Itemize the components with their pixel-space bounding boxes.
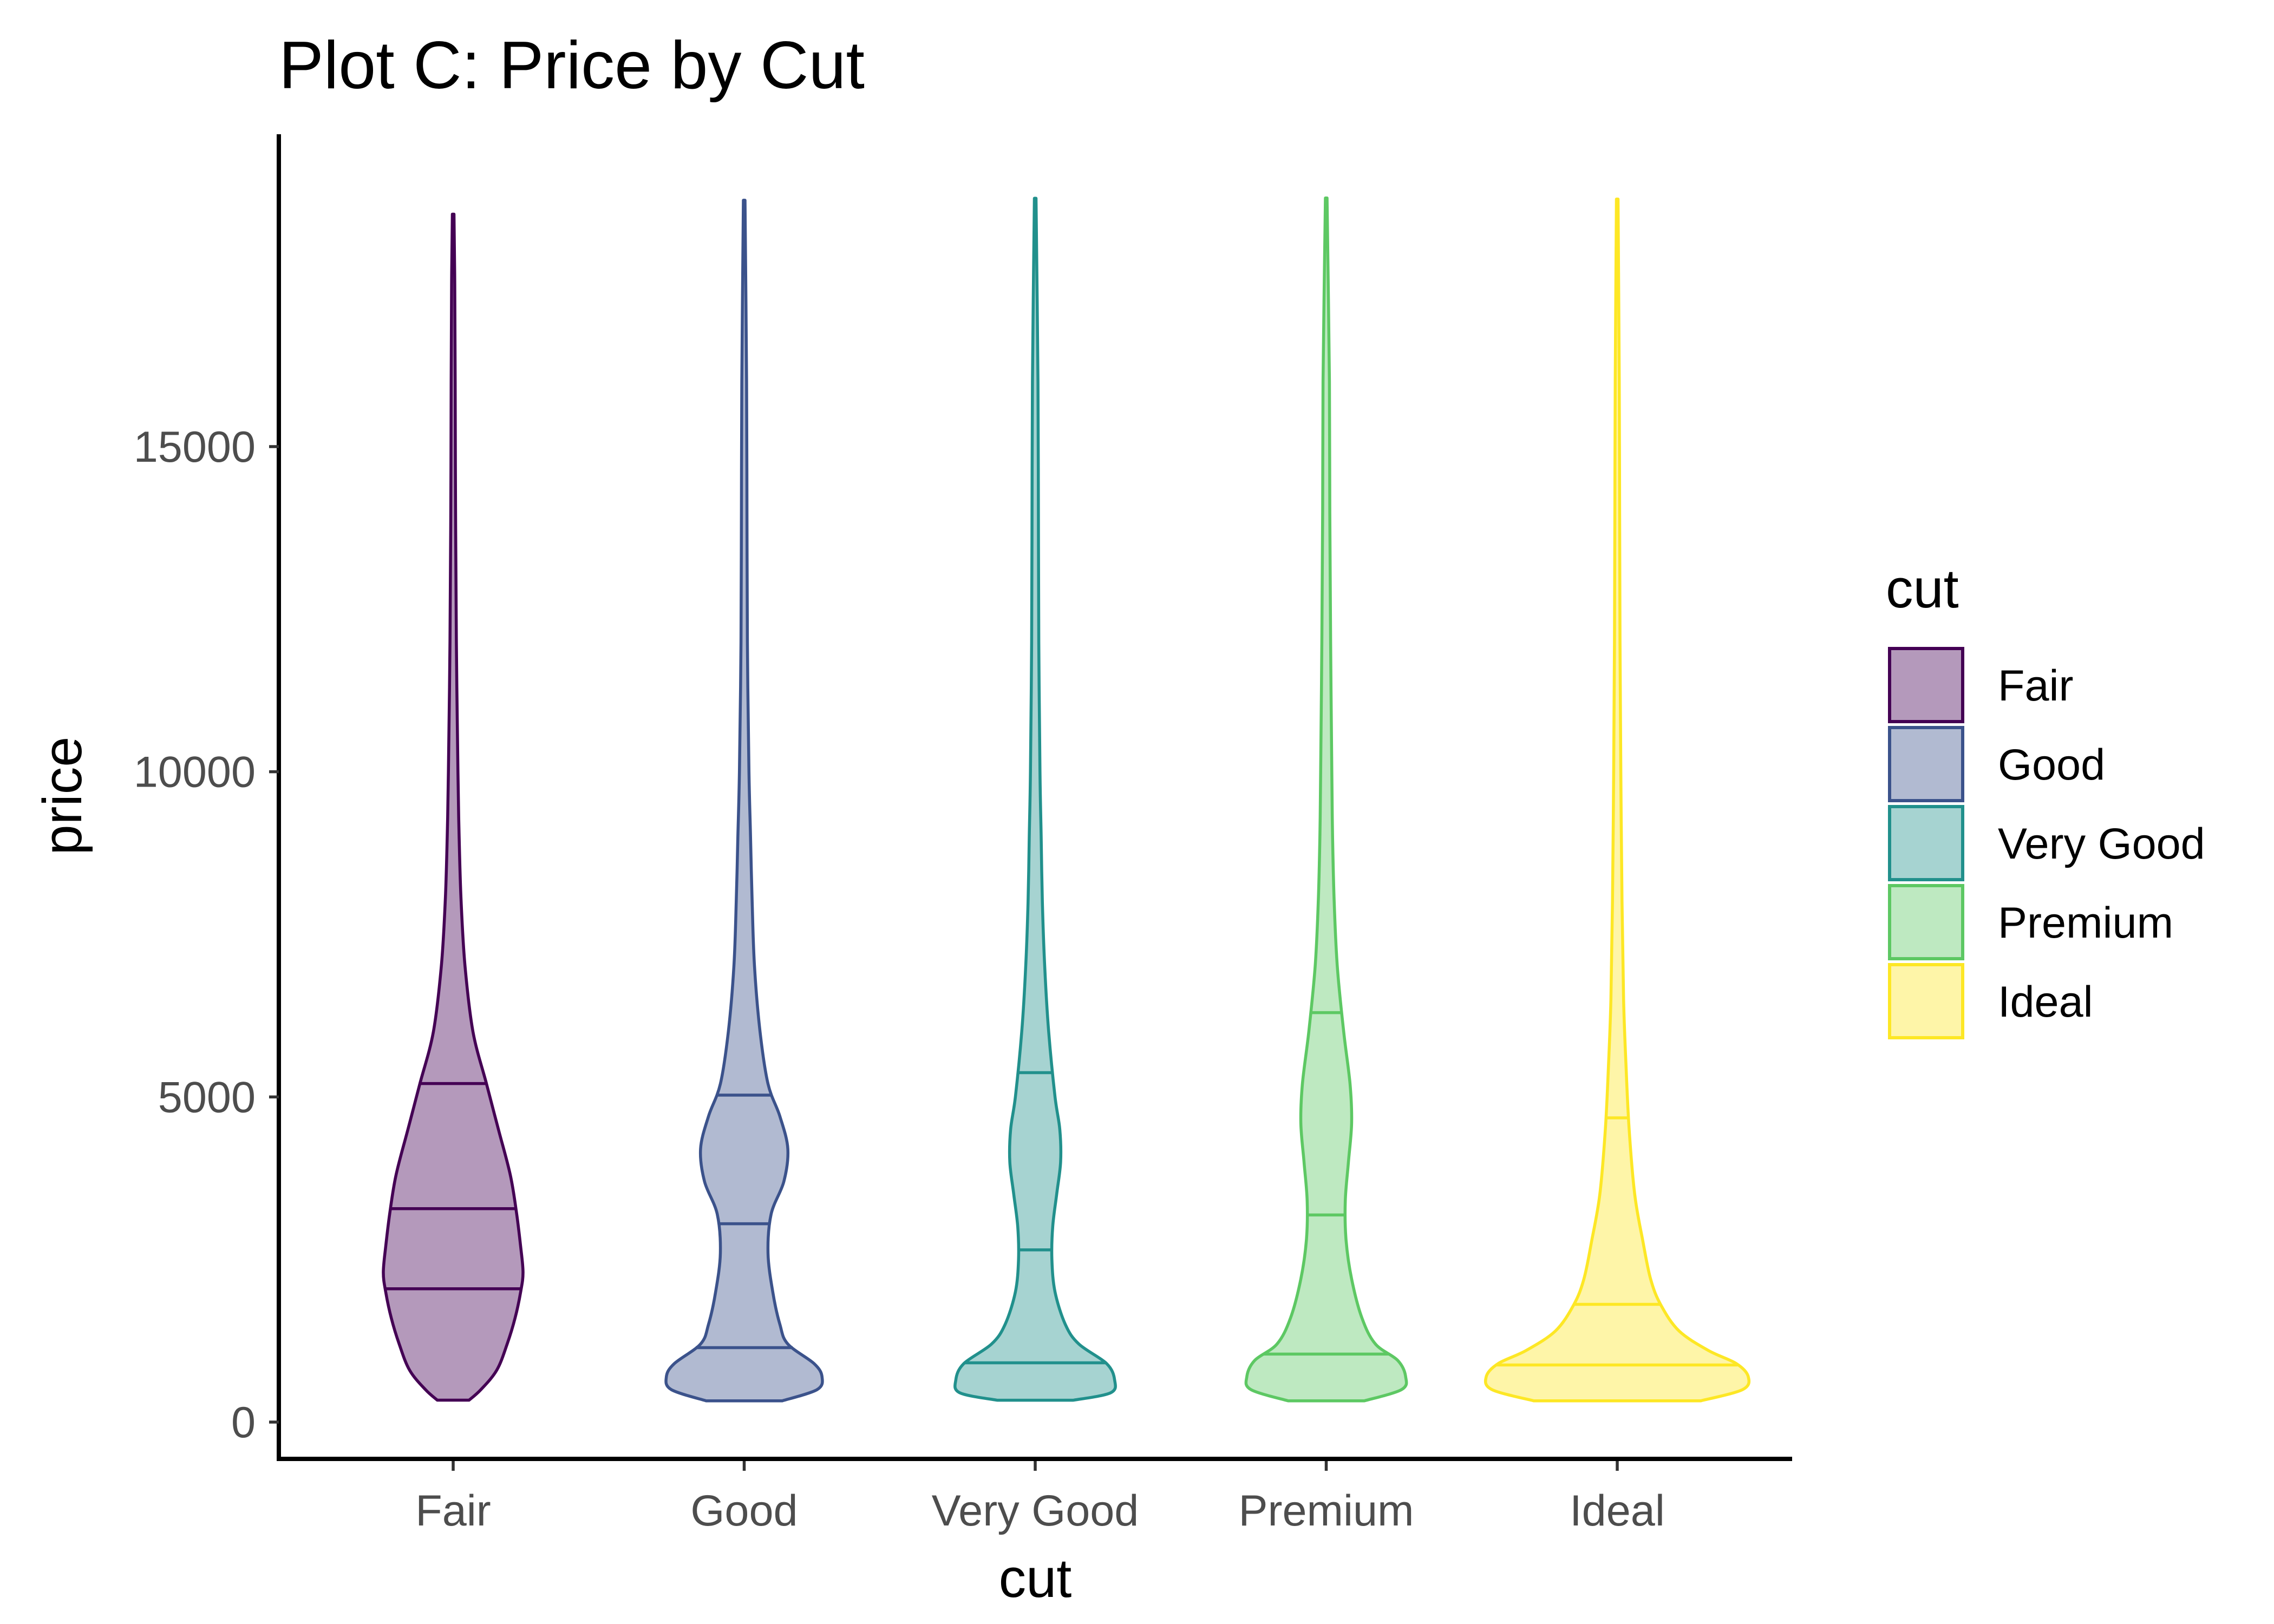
violin-ideal xyxy=(1484,198,1751,1403)
y-tick-label: 0 xyxy=(231,1398,256,1447)
violin-body xyxy=(953,197,1117,1402)
violin-body xyxy=(1244,196,1408,1403)
violin-premium xyxy=(1244,196,1408,1403)
legend-label: Premium xyxy=(1998,899,2173,947)
legend-label: Ideal xyxy=(1998,978,2093,1026)
legend-label: Good xyxy=(1998,741,2105,789)
y-axis-title: price xyxy=(32,737,93,855)
legend-item-premium: Premium xyxy=(1888,884,2173,960)
violin-good xyxy=(664,199,824,1403)
violin-fair xyxy=(382,212,525,1402)
chart-title: Plot C: Price by Cut xyxy=(279,28,865,103)
x-tick-label: Good xyxy=(690,1487,798,1535)
violin-very-good xyxy=(953,197,1117,1402)
legend-item-ideal: Ideal xyxy=(1888,963,2093,1039)
violin-body xyxy=(664,199,824,1403)
violin-body xyxy=(382,212,525,1402)
legend-title: cut xyxy=(1886,559,1959,619)
legend-label: Fair xyxy=(1998,662,2074,710)
axis-ticks: 0 5000 10000 15000 Fair Good Very Good Premium I… xyxy=(134,423,1665,1535)
legend-item-very-good: Very Good xyxy=(1888,805,2205,881)
legend-label: Very Good xyxy=(1998,820,2205,868)
legend-swatch xyxy=(1888,884,1964,960)
legend: cut Fair Good Very Good Premium Ideal xyxy=(1886,559,2205,1039)
axes xyxy=(277,134,1792,1461)
legend-swatch xyxy=(1888,647,1964,723)
x-tick-label: Fair xyxy=(415,1487,491,1535)
legend-swatch xyxy=(1888,805,1964,881)
legend-swatch xyxy=(1888,963,1964,1039)
y-tick-label: 10000 xyxy=(134,748,256,797)
x-axis-title: cut xyxy=(999,1548,1072,1609)
x-tick-label: Premium xyxy=(1238,1487,1414,1535)
legend-item-fair: Fair xyxy=(1888,647,2074,723)
y-tick-label: 5000 xyxy=(158,1073,256,1122)
plot-area xyxy=(382,196,1751,1403)
x-tick-label: Very Good xyxy=(932,1487,1139,1535)
violin-body xyxy=(1484,198,1751,1403)
legend-item-good: Good xyxy=(1888,726,2105,802)
legend-swatch xyxy=(1888,726,1964,802)
y-tick-label: 15000 xyxy=(134,423,256,472)
x-tick-label: Ideal xyxy=(1570,1487,1665,1535)
